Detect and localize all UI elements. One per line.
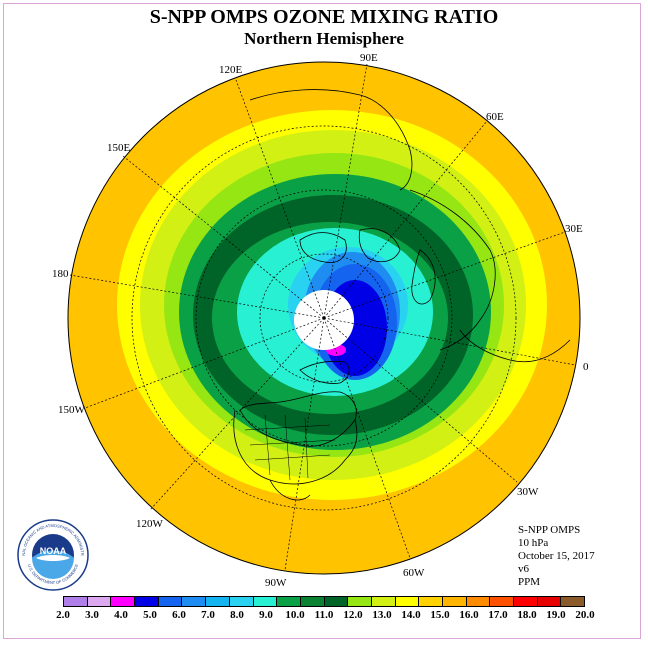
info-date: October 15, 2017 [518,550,595,562]
colorbar-tick-label: 9.0 [259,609,273,621]
colorbar-tick-label: 7.0 [201,609,215,621]
colorbar-segment [158,597,183,606]
colorbar-tick-label: 4.0 [114,609,128,621]
colorbar-segment [490,597,515,606]
colorbar-tick-label: 11.0 [314,609,334,621]
colorbar-segment [514,597,538,606]
lon-label-90e: 90E [360,52,378,64]
colorbar-segment [561,597,585,606]
colorbar-tick-label: 15.0 [430,609,450,621]
colorbar-tick-label: 5.0 [143,609,157,621]
info-level: 10 hPa [518,537,549,549]
colorbar-tick-label: 19.0 [546,609,566,621]
colorbar-tick-label: 3.0 [85,609,99,621]
lon-label-150e: 150E [107,142,131,154]
colorbar-segment [182,597,207,606]
colorbar-tick-label: 16.0 [459,609,479,621]
lon-label-60e: 60E [486,111,504,123]
map-title: S-NPP OMPS OZONE MIXING RATIO [149,6,499,28]
colorbar-tick-label: 10.0 [285,609,305,621]
colorbar-segment [135,597,159,606]
lon-label-90w: 90W [265,577,287,589]
colorbar-segment [111,597,136,606]
colorbar-tick-label: 13.0 [372,609,392,621]
colorbar-tick-label: 20.0 [575,609,595,621]
noaa-logo-text: NOAA [40,546,67,556]
info-panel: S-NPP OMPS 10 hPa October 15, 2017 v6 PP… [518,524,595,589]
info-version: v6 [518,563,529,575]
colorbar-segment [419,597,443,606]
colorbar-segment [348,597,372,606]
colorbar-tick-label: 17.0 [488,609,508,621]
colorbar-segment [466,597,491,606]
figure-frame [3,3,641,639]
colorbar-tick-label: 14.0 [401,609,421,621]
colorbar-tick-label: 2.0 [56,609,70,621]
colorbar-tick-label: 8.0 [230,609,244,621]
colorbar-segment [253,597,278,606]
noaa-logo: NOAA NATIONAL OCEANIC AND ATMOSPHERIC AD… [14,514,90,592]
colorbar-segment [206,597,230,606]
colorbar-segment [395,597,420,606]
colorbar-segment [300,597,325,606]
colorbar-segment [87,597,112,606]
colorbar-tick-label: 18.0 [517,609,537,621]
info-instrument: S-NPP OMPS [518,524,581,536]
info-units: PPM [518,576,541,588]
colorbar-segment [277,597,301,606]
lon-label-30e: 30E [565,223,583,235]
country-borders [244,414,336,481]
map-boundary [67,61,581,575]
graticule [69,63,576,571]
lon-label-150w: 150W [58,404,86,416]
lon-label-180: 180 [52,268,69,280]
colorbar-segment [537,597,562,606]
colorbar [63,596,585,607]
coastlines [233,89,571,501]
colorbar-tick-label: 12.0 [343,609,363,621]
lon-label-60w: 60W [403,567,425,579]
colorbar-segment [371,597,396,606]
lon-label-0: 0 [583,361,589,373]
lon-label-120e: 120E [219,64,243,76]
map-subtitle: Northern Hemisphere [244,29,404,48]
lon-label-30w: 30W [517,486,539,498]
colorbar-segment [443,597,467,606]
lon-label-120w: 120W [136,518,164,530]
colorbar-segment [229,597,254,606]
colorbar-segment [64,597,88,606]
colorbar-ticks: 2.0 3.0 4.0 5.0 6.0 7.0 8.0 9.0 10.0 11.0 12.0 13.0… [56,609,595,623]
colorbar-tick-label: 6.0 [172,609,186,621]
colorbar-segment [324,597,349,606]
